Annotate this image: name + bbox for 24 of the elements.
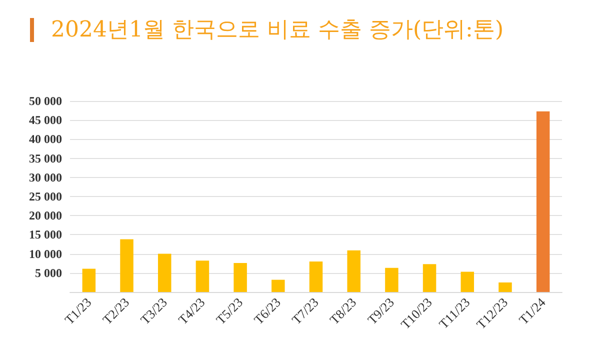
- bar: [498, 282, 512, 292]
- y-tick-label: 15 000: [29, 228, 62, 242]
- chart-title: 2024년1월 한국으로 비료 수출 증가(단위:톤): [51, 18, 504, 42]
- y-tick-label: 20 000: [29, 208, 62, 223]
- y-tick-label: 50 000: [29, 94, 62, 108]
- bar: [460, 272, 474, 292]
- y-tick-label: 30 000: [29, 170, 62, 184]
- y-tick-label: 5 000: [35, 266, 62, 280]
- bar: [234, 262, 247, 292]
- bar: [385, 268, 398, 292]
- bar: [309, 261, 323, 292]
- bar: [347, 250, 360, 292]
- bar: [196, 260, 210, 292]
- y-tick-label: 10 000: [29, 246, 62, 261]
- y-tick-label: 35 000: [29, 151, 62, 166]
- bar: [158, 254, 172, 292]
- bar: [120, 239, 134, 292]
- bar: [422, 264, 436, 292]
- bar: [82, 268, 96, 292]
- bar: [536, 111, 550, 292]
- bar: [272, 280, 285, 292]
- y-tick-label: 45 000: [29, 113, 62, 128]
- y-tick-label: 25 000: [29, 190, 62, 204]
- y-tick-label: 40 000: [29, 132, 62, 146]
